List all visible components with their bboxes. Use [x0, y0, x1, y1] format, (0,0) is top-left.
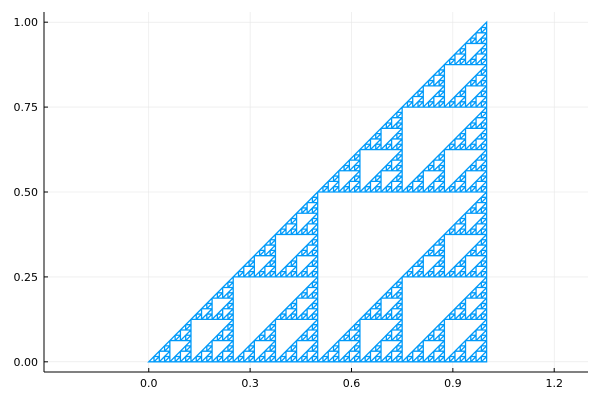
x-axis-ticks: 0.0 0.3 0.6 0.9 1.2 — [140, 368, 563, 390]
y-tick-label: 0.25 — [14, 271, 39, 284]
y-tick-label: 0.50 — [14, 186, 39, 199]
x-tick-label: 0.3 — [241, 377, 259, 390]
x-tick-label: 0.0 — [140, 377, 158, 390]
sierpinski-series — [147, 20, 488, 363]
y-tick-label: 1.00 — [14, 16, 39, 29]
y-axis-ticks: 0.00 0.25 0.50 0.75 1.00 — [14, 16, 48, 369]
x-tick-label: 0.9 — [444, 377, 462, 390]
grid-lines — [44, 12, 588, 372]
x-tick-label: 0.6 — [343, 377, 361, 390]
y-tick-label: 0.75 — [14, 101, 39, 114]
x-tick-label: 1.2 — [545, 377, 563, 390]
plot-area — [147, 20, 488, 363]
y-tick-label: 0.00 — [14, 356, 39, 369]
